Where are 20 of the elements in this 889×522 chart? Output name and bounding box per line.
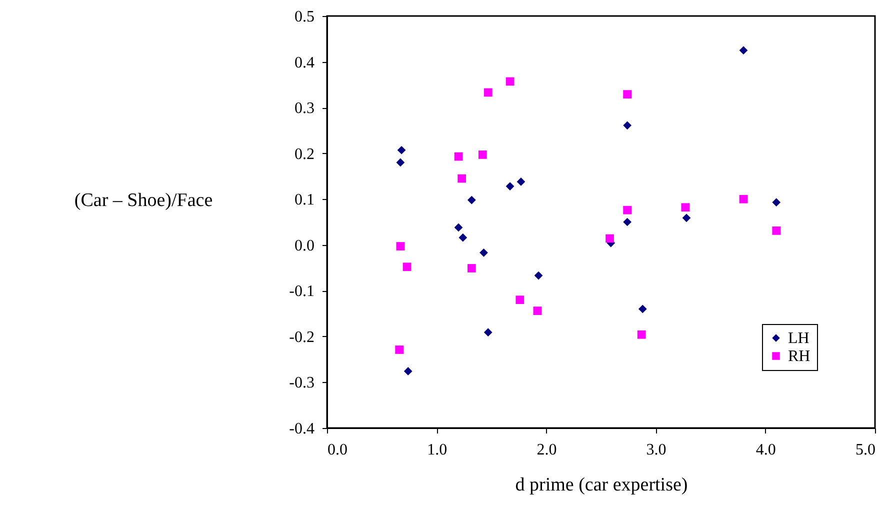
y-tick-label: 0.5 (294, 8, 314, 26)
x-tick-label: 4.0 (756, 442, 776, 458)
y-tick-label: -0.2 (289, 328, 314, 346)
y-tick-label: 0.3 (294, 100, 314, 118)
x-tick-label: 3.0 (646, 442, 666, 458)
x-tick-label: 0.0 (328, 442, 348, 458)
y-tick-label: 0.1 (294, 192, 314, 209)
x-tick-label: 2.0 (536, 442, 557, 458)
x-tick-label: 5.0 (856, 442, 876, 458)
y-tick-label: -0.4 (289, 420, 314, 438)
y-tick-label: 0.0 (294, 237, 314, 254)
y-tick-label: -0.3 (289, 374, 314, 392)
x-tick-label: 1.0 (427, 442, 448, 458)
y-tick-label: 0.4 (294, 54, 314, 72)
y-tick-label: -0.1 (289, 283, 314, 300)
legend-label: LH (788, 330, 810, 347)
legend-label: RH (788, 348, 811, 365)
y-axis-title: (Car – Shoe)/Face (74, 190, 213, 212)
y-tick-label: 0.2 (294, 146, 314, 163)
x-axis-title: d prime (car expertise) (515, 474, 688, 496)
